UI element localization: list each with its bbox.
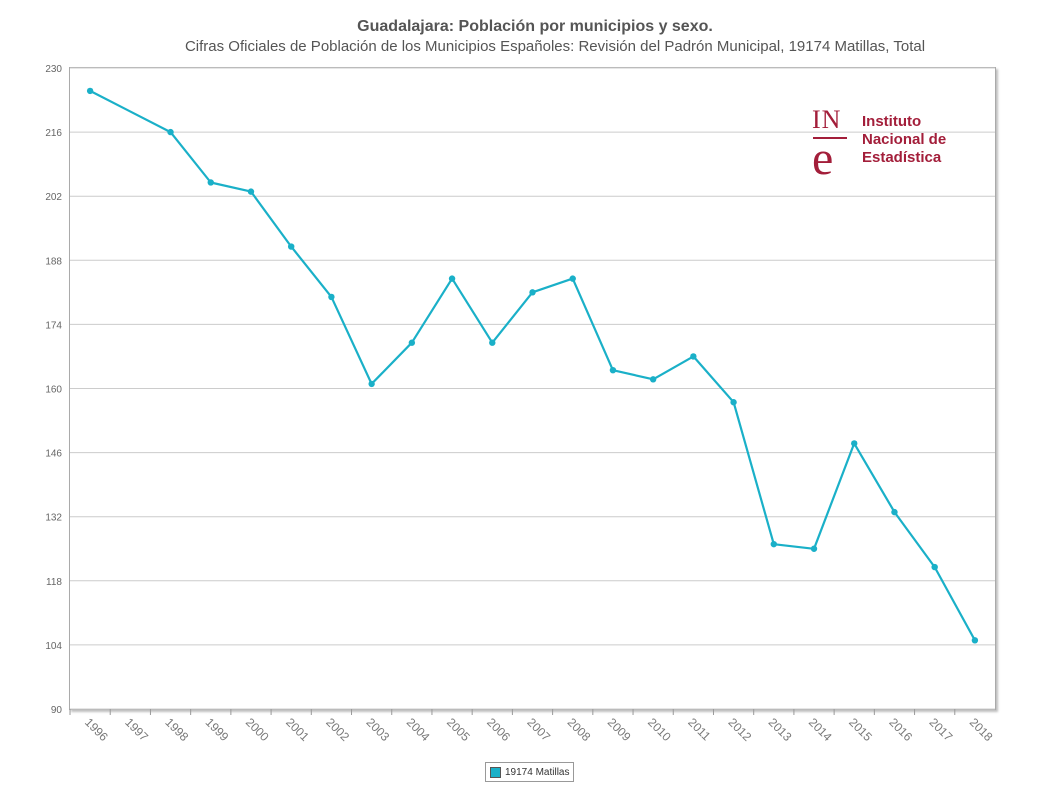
data-point [730, 399, 737, 406]
x-tick-label: 2016 [886, 715, 915, 744]
data-point [971, 637, 979, 644]
y-tick-label: 230 [45, 64, 62, 75]
y-tick-label: 90 [51, 705, 63, 716]
data-point [649, 376, 657, 383]
x-tick-label: 2006 [484, 715, 513, 744]
x-tick-label: 2001 [283, 715, 312, 744]
data-point [247, 188, 255, 195]
x-tick-label: 2013 [766, 715, 795, 744]
y-tick-label: 216 [45, 128, 62, 139]
ine-logo-text: Instituto Nacional de Estadística [862, 113, 946, 167]
x-tick-label: 2008 [565, 715, 594, 744]
x-tick-label: 1998 [162, 715, 191, 744]
x-tick-label: 2010 [645, 715, 674, 744]
ine-logo-e: e [812, 132, 834, 185]
data-point [448, 275, 456, 282]
data-point [207, 179, 214, 186]
y-tick-label: 132 [45, 513, 62, 524]
x-tick-label: 2012 [725, 715, 754, 744]
data-point [770, 540, 778, 548]
ine-logo-bar [813, 137, 847, 139]
data-point [569, 275, 576, 282]
y-tick-label: 174 [45, 320, 62, 331]
data-point [287, 243, 295, 250]
x-tick-label: 2002 [323, 715, 352, 744]
y-tick-label: 104 [45, 641, 62, 652]
x-tick-label: 2014 [806, 715, 835, 744]
data-point [690, 353, 697, 360]
ine-logo-line2: Nacional de [862, 131, 947, 148]
data-point [167, 128, 174, 136]
legend[interactable]: 19174 Matillas [485, 762, 575, 782]
data-point [368, 380, 375, 388]
x-tick-label: 2015 [846, 715, 875, 744]
x-tick-label: 2011 [685, 715, 713, 743]
x-tick-label: 2000 [243, 715, 272, 744]
data-point [86, 87, 94, 95]
x-tick-label: 2004 [404, 715, 433, 744]
x-tick-label: 2009 [605, 715, 634, 744]
data-point [851, 440, 858, 447]
ine-logo-line1: Instituto [862, 113, 922, 130]
data-point [810, 545, 818, 552]
x-tick-label: 2018 [967, 715, 996, 744]
y-tick-label: 188 [45, 256, 62, 267]
data-point [529, 289, 536, 296]
legend-swatch [490, 766, 501, 778]
x-tick-label: 1996 [82, 715, 111, 744]
ine-logo-line3: Estadística [862, 149, 942, 166]
chart-subtitle: Cifras Oficiales de Población de los Mun… [184, 38, 926, 55]
data-point [328, 293, 335, 301]
x-tick-label: 2003 [364, 715, 393, 744]
y-tick-label: 160 [45, 385, 62, 396]
data-point [891, 508, 898, 516]
x-tick-label: 1997 [122, 715, 151, 744]
data-point [931, 563, 938, 571]
data-point [408, 339, 416, 346]
x-tick-label: 1999 [203, 715, 232, 744]
y-tick-label: 146 [45, 449, 62, 460]
y-tick-label: 118 [46, 577, 62, 588]
y-tick-label: 202 [45, 192, 62, 203]
data-point [609, 366, 617, 374]
ine-logo-mark: IN e [812, 105, 852, 185]
x-tick-label: 2007 [524, 715, 553, 744]
ine-logo-in: IN [812, 105, 842, 134]
x-tick-label: 2005 [444, 715, 473, 744]
series-line [89, 89, 976, 641]
chart-title: Guadalajara: Población por municipios y … [357, 18, 713, 35]
x-tick-label: 2017 [927, 715, 956, 744]
data-point [489, 339, 496, 346]
legend-label: 19174 Matillas [505, 766, 570, 778]
ine-logo: IN e Instituto Nacional de Estadística [812, 105, 992, 185]
